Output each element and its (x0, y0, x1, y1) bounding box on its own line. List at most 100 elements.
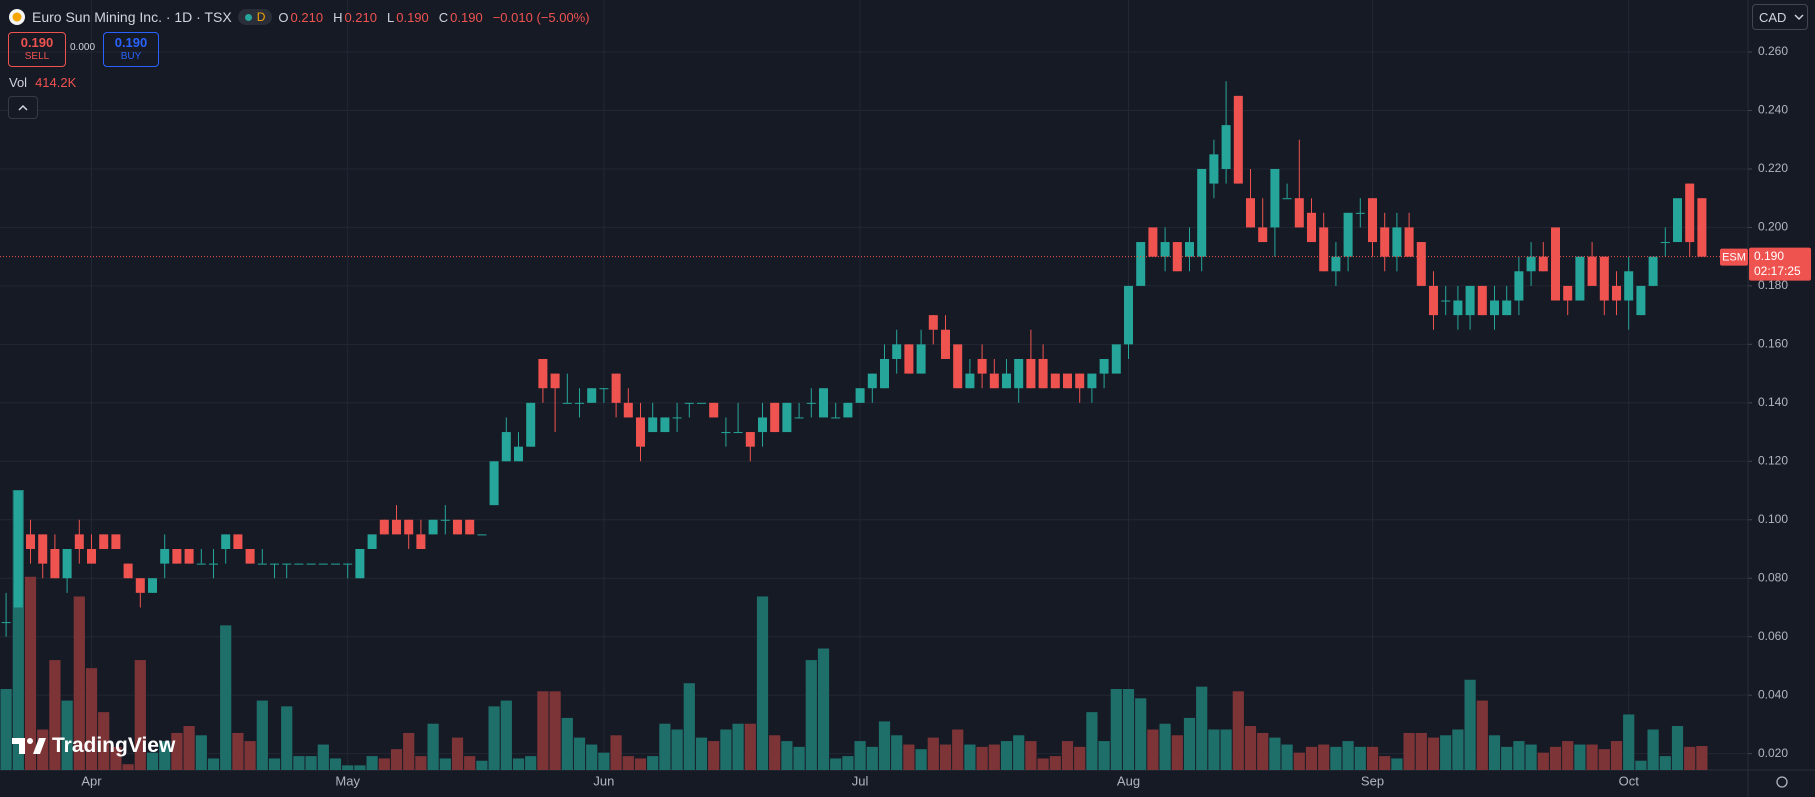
volume-bar (561, 717, 573, 770)
volume-bar (24, 576, 37, 770)
volume-bar (415, 756, 427, 770)
market-status[interactable]: D (237, 9, 273, 25)
currency-selector[interactable]: CAD (1752, 4, 1808, 30)
candle-body (575, 402, 584, 404)
spread: 0.000 (70, 42, 96, 53)
volume-bar (866, 746, 878, 770)
volume-bar (1647, 729, 1659, 770)
brand-name: TradingView (52, 734, 176, 757)
candle-body (50, 548, 60, 579)
candle-body (733, 432, 743, 434)
volume-bar (1574, 744, 1586, 770)
y-tick-label: 0.240 (1758, 103, 1788, 117)
volume-bar (268, 758, 281, 770)
candle-body (428, 519, 438, 535)
volume-label: Vol (9, 75, 28, 90)
candle-body (1099, 358, 1109, 374)
candle-body (660, 417, 670, 433)
candle-body (623, 402, 633, 418)
candle-body (1465, 285, 1475, 316)
candle-body (758, 417, 767, 433)
volume-bar (939, 744, 952, 770)
candle-body (465, 519, 475, 535)
volume-bar (305, 756, 317, 770)
volume-bar (49, 660, 61, 770)
volume-bar (1049, 756, 1061, 770)
y-tick-label: 0.160 (1758, 337, 1788, 351)
close-label: C (438, 9, 449, 25)
symbol-name[interactable]: Euro Sun Mining Inc. · 1D · TSX (32, 9, 232, 25)
candle-body (1258, 227, 1268, 243)
open-label: O (278, 9, 289, 25)
volume-bar (573, 737, 586, 770)
high-value: 0.210 (344, 9, 377, 25)
volume-bar (952, 729, 964, 770)
settings-icon (1776, 776, 1788, 788)
high-label: H (333, 9, 343, 25)
volume-bar (1513, 741, 1525, 770)
candle-body (453, 519, 462, 535)
candle-body (99, 534, 109, 549)
candle-body (1343, 212, 1353, 257)
volume-bar (342, 765, 354, 770)
collapse-button[interactable] (8, 96, 38, 119)
volume-bar (537, 691, 549, 770)
volume-bar (488, 706, 500, 770)
candle-body (221, 534, 231, 549)
candle-body (892, 344, 902, 359)
volume-bar (732, 723, 744, 770)
candle-body (526, 402, 536, 447)
y-tick-label: 0.080 (1758, 570, 1788, 584)
candle-body (501, 432, 511, 462)
candle-body (306, 563, 316, 565)
sell-label: SELL (24, 50, 50, 62)
candle-body (831, 417, 841, 419)
candle-body (1660, 242, 1670, 244)
candle-body (855, 388, 865, 403)
candle-body (209, 563, 218, 565)
volume-bar (610, 735, 622, 770)
brand-logo[interactable]: TradingView (12, 734, 175, 758)
volume-bar (476, 760, 488, 770)
candle-body (709, 402, 719, 418)
candle-body (62, 548, 72, 579)
candle-body (697, 402, 706, 404)
volume-bar (1501, 746, 1513, 770)
candle-body (599, 388, 609, 390)
volume-bar (1232, 691, 1244, 770)
y-tick-label: 0.060 (1758, 629, 1788, 643)
volume-bar (1330, 746, 1342, 770)
volume-bar (1379, 756, 1391, 770)
candle-body (1331, 256, 1341, 272)
buy-button[interactable]: 0.190 BUY (103, 32, 159, 67)
candle-body (416, 534, 426, 549)
sell-button[interactable]: 0.190 SELL (8, 32, 66, 67)
volume-bar (1366, 746, 1379, 770)
volume-bar (1452, 729, 1464, 770)
volume-bar (293, 756, 305, 770)
volume-bar (1696, 746, 1708, 770)
candle-body (282, 563, 292, 565)
candle-body (1697, 198, 1707, 257)
candle-body (172, 548, 182, 564)
volume-bar (512, 758, 525, 770)
symbol-tag (1720, 248, 1748, 266)
volume-bar (1427, 737, 1440, 770)
candle-body (1160, 242, 1170, 257)
buy-label: BUY (120, 50, 142, 62)
y-tick-label: 0.040 (1758, 687, 1788, 701)
volume-bar (1562, 741, 1574, 770)
open-value: 0.210 (290, 9, 324, 25)
candle-body (1319, 227, 1329, 272)
candle-body (1441, 300, 1451, 302)
volume-bar (183, 726, 195, 770)
candle-body (379, 519, 389, 535)
candle-body (721, 432, 731, 434)
volume-bar (549, 691, 561, 770)
candle-body (196, 563, 206, 565)
volume-bar (903, 744, 915, 770)
volume-bar (830, 758, 842, 770)
candle-body (1526, 256, 1536, 272)
candle-body (819, 388, 828, 418)
